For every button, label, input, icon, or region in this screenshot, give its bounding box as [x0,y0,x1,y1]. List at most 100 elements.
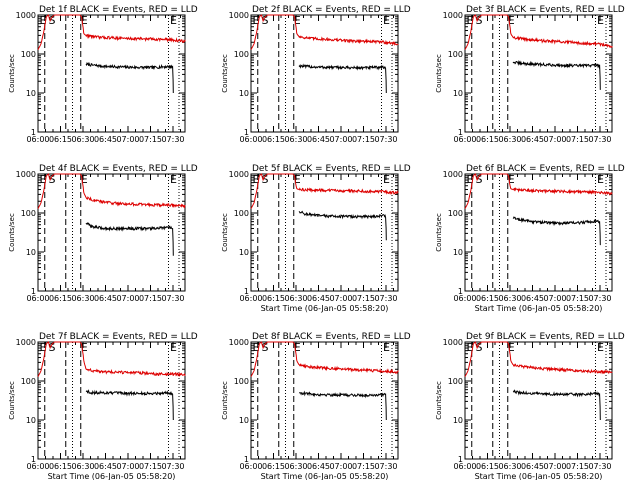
series-line-events [85,389,174,421]
marker-letter: E [40,14,47,27]
chart-title: Det 5f BLACK = Events, RED = LLD [252,164,411,174]
plot-frame [464,14,613,133]
series-line-events [298,210,387,241]
series-line-events [512,389,601,421]
marker-letter: E [508,14,515,27]
y-tick-label: 1000 [443,338,463,347]
x-tick-label: 06:45 [521,135,544,144]
y-tick-label: 10 [453,416,463,425]
x-tick-label: 06:45 [307,294,330,303]
y-tick-label: 10 [453,89,463,98]
chart-panel-3: Det 3f BLACK = Events, RED = LLD 1 10 100 10… [435,5,625,144]
marker-letter: S [49,14,56,27]
x-tick-label: 06:15 [262,294,285,303]
marker-letter: E [294,341,301,354]
x-tick-label: 06:15 [49,294,72,303]
x-tick-label: 07:15 [352,294,375,303]
series-line-lld [250,173,399,209]
chart-title: Det 9f BLACK = Events, RED = LLD [466,332,625,342]
marker-letter: E [467,173,474,186]
marker-letter: E [253,173,260,186]
marker-letter: E [294,14,301,27]
x-tick-label: 06:00 [453,135,476,144]
x-tick-label: 07:30 [588,294,611,303]
x-tick-label: 07:30 [161,294,184,303]
x-tick-label: 07:00 [116,135,139,144]
y-tick-label: 100 [21,209,36,218]
series-line-lld [250,14,399,50]
marker-letter: E [253,14,260,27]
x-axis-label: Start Time (06-Jan-05 05:58:20) [48,472,176,480]
x-tick-label: 07:30 [588,135,611,144]
marker-letter: E [508,341,515,354]
x-tick-label: 06:30 [71,135,94,144]
marker-letter: E [467,341,474,354]
x-tick-label: 06:45 [94,294,117,303]
y-tick-label: 100 [21,50,36,59]
x-tick-label: 06:45 [307,462,330,471]
chart-panel-5: Det 5f BLACK = Events, RED = LLD 1 10 100 10… [221,164,411,313]
marker-letter: E [383,14,390,27]
series-line-events [298,63,387,94]
marker-letter: S [262,341,269,354]
x-tick-label: 07:15 [352,462,375,471]
marker-letter: E [81,173,88,186]
x-tick-label: 07:15 [352,135,375,144]
x-tick-label: 07:15 [566,294,589,303]
marker-letter: S [262,14,269,27]
x-tick-label: 06:15 [49,135,72,144]
plot-frame [250,14,399,133]
x-tick-label: 06:30 [71,294,94,303]
chart-panel-1: Det 1f BLACK = Events, RED = LLD 1 10 100 10… [8,5,198,144]
y-tick-label: 100 [448,50,463,59]
x-tick-label: 07:15 [139,462,162,471]
series-line-lld [37,173,186,209]
y-tick-label: 100 [21,377,36,386]
y-tick-label: 100 [448,377,463,386]
plot-frame [37,341,186,460]
x-tick-label: 06:30 [498,462,521,471]
y-tick-label: 100 [234,209,249,218]
x-tick-label: 07:30 [161,462,184,471]
y-tick-label: 100 [234,377,249,386]
series-line-events [512,216,601,246]
x-tick-label: 06:15 [262,135,285,144]
chart-title: Det 6f BLACK = Events, RED = LLD [466,164,625,174]
chart-title: Det 4f BLACK = Events, RED = LLD [39,164,198,174]
x-tick-label: 06:00 [239,462,262,471]
series-line-events [85,222,174,256]
y-tick-label: 1000 [229,170,249,179]
x-tick-label: 06:30 [498,294,521,303]
x-tick-label: 06:45 [94,462,117,471]
y-tick-label: 1 [458,128,463,137]
marker-letter: E [81,341,88,354]
x-tick-label: 06:00 [453,462,476,471]
series-line-lld [37,341,186,377]
y-tick-label: 10 [26,89,36,98]
x-tick-label: 06:30 [284,135,307,144]
marker-letter: E [597,341,604,354]
marker-letter: E [170,14,177,27]
x-tick-label: 06:15 [476,135,499,144]
y-tick-label: 1000 [443,11,463,20]
x-tick-label: 06:00 [453,294,476,303]
x-tick-label: 07:00 [329,294,352,303]
chart-panel-8: Det 8f BLACK = Events, RED = LLD 1 10 100 10… [221,332,411,480]
chart-panel-6: Det 6f BLACK = Events, RED = LLD 1 10 100 10… [435,164,625,313]
chart-panel-4: Det 4f BLACK = Events, RED = LLD 1 10 100 10… [8,164,198,303]
x-tick-label: 07:00 [329,462,352,471]
y-tick-label: 1 [31,128,36,137]
x-tick-label: 07:00 [329,135,352,144]
x-tick-label: 06:15 [476,462,499,471]
x-tick-label: 06:00 [26,135,49,144]
x-tick-label: 07:00 [116,294,139,303]
y-axis-label: Counts/sec [221,381,229,420]
marker-letter: E [294,173,301,186]
y-tick-label: 1 [244,128,249,137]
y-axis-label: Counts/sec [8,213,16,252]
x-tick-label: 06:30 [498,135,521,144]
x-axis-label: Start Time (06-Jan-05 05:58:20) [475,472,603,480]
y-tick-label: 1 [244,455,249,464]
plot-frame [250,341,399,460]
